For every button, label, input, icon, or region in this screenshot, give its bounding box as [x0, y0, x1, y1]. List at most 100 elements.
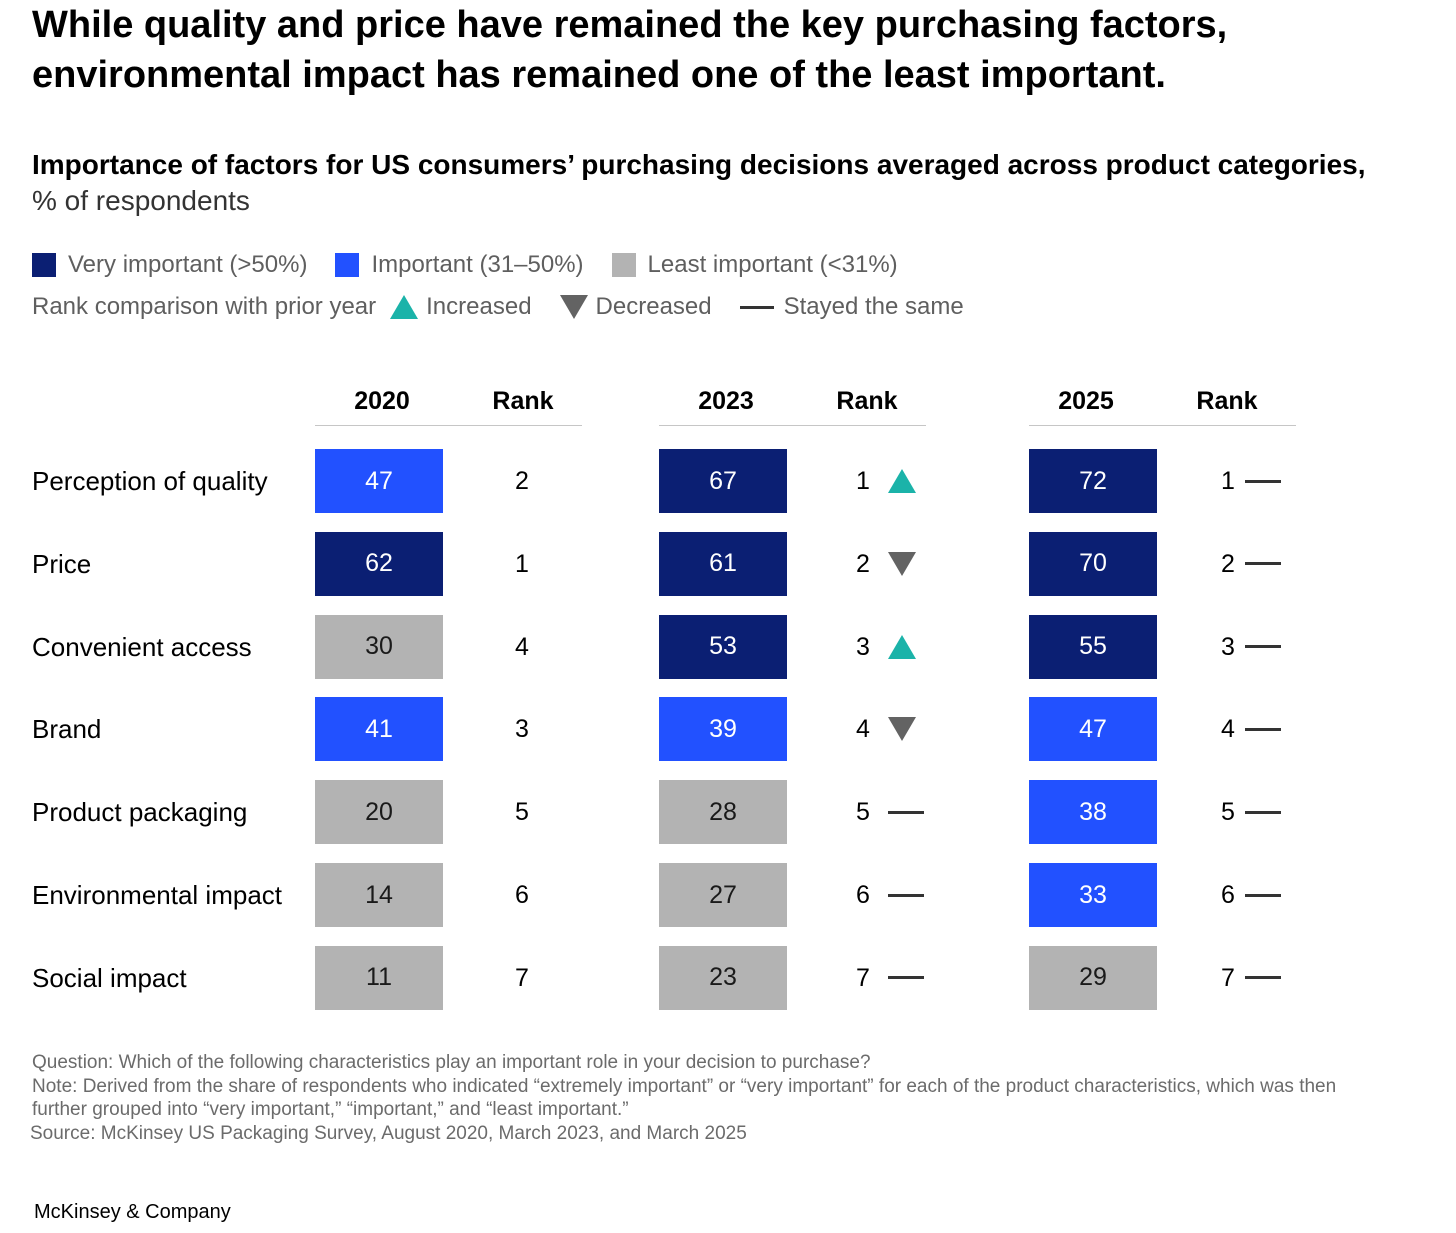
- rank-value: 4: [856, 715, 870, 744]
- rank-value: 6: [515, 881, 529, 909]
- triangle-up-icon: [390, 295, 419, 319]
- value-cell: 62: [315, 531, 443, 596]
- dash-icon: [1245, 727, 1281, 731]
- rank-change: [1245, 863, 1281, 927]
- rank-header: Rank: [836, 387, 898, 415]
- rank-value: 6: [1221, 881, 1235, 909]
- value-cell: 29: [1029, 945, 1157, 1010]
- rank-value: 2: [856, 549, 870, 578]
- legend-label-same: Stayed the same: [783, 293, 964, 320]
- rank-legend-title: Rank comparison with prior year: [32, 293, 377, 320]
- legend-item-increased: Increased: [390, 293, 532, 321]
- row-label: Product packaging: [32, 797, 248, 828]
- value-cell: 27: [659, 863, 787, 927]
- dash-icon: [1245, 976, 1281, 980]
- rank-change: [888, 780, 924, 844]
- dash-icon: [1245, 562, 1281, 566]
- rank-value: 7: [515, 963, 529, 992]
- rank-change: [1245, 449, 1281, 513]
- value-cell: 55: [1029, 614, 1157, 679]
- row-label: Brand: [32, 714, 102, 745]
- row-label: Environmental impact: [32, 880, 282, 910]
- dash-icon: [1245, 810, 1281, 814]
- rank-value: 3: [515, 715, 529, 744]
- legend-swatch-important: [335, 253, 360, 277]
- triangle-down-icon: [888, 551, 916, 576]
- value-cell: 39: [659, 697, 787, 762]
- legend-label-least-important: Least important (<31%): [647, 251, 898, 278]
- header-rule: [315, 425, 582, 426]
- dash-icon: [888, 976, 924, 980]
- value-cell: 72: [1029, 449, 1157, 513]
- legend-label-decreased: Decreased: [595, 293, 712, 320]
- rank-value: 4: [515, 632, 529, 661]
- value-cell: 70: [1029, 531, 1157, 596]
- legend-swatch-very-important: [32, 253, 56, 277]
- legend-swatch-least-important: [611, 253, 636, 277]
- row-label: Perception of quality: [32, 466, 268, 496]
- rank-value: 1: [1221, 467, 1235, 495]
- row-label: Convenient access: [32, 631, 252, 662]
- rank-change: [1245, 697, 1281, 761]
- rank-change: [1245, 780, 1281, 844]
- year-header: 2020: [354, 387, 410, 415]
- legend-label-increased: Increased: [426, 293, 532, 320]
- dash-icon: [739, 305, 774, 309]
- footnotes: Question: Which of the following charact…: [30, 1051, 1432, 1145]
- rank-value: 3: [856, 632, 870, 661]
- rank-value: 5: [515, 798, 529, 827]
- value-cell: 61: [659, 531, 787, 596]
- rank-legend: Rank comparison with prior year Increase…: [32, 293, 992, 321]
- value-cell: 47: [315, 449, 443, 513]
- brand-logo: McKinsey & Company: [34, 1201, 231, 1223]
- header-rule: [1029, 425, 1296, 426]
- rank-header: Rank: [492, 387, 554, 415]
- rank-change: [1245, 615, 1281, 679]
- chart-unit: % of respondents: [32, 185, 250, 216]
- rank-value: 7: [1221, 963, 1235, 992]
- footnote-question: Question: Which of the following charact…: [32, 1052, 871, 1073]
- dash-icon: [1245, 479, 1281, 483]
- rank-change: [1245, 532, 1281, 596]
- rank-value: 5: [1221, 798, 1235, 827]
- value-cell: 67: [659, 449, 787, 513]
- dash-icon: [1245, 893, 1281, 897]
- row-label: Social impact: [32, 962, 187, 993]
- value-cell: 53: [659, 614, 787, 679]
- footnote-note-2: further grouped into “very important,” “…: [32, 1099, 629, 1120]
- headline-line-1: While quality and price have remained th…: [32, 4, 1228, 46]
- rank-value: 3: [1221, 632, 1235, 661]
- rank-change: [888, 615, 916, 679]
- row-label: Price: [32, 548, 92, 579]
- rank-change: [888, 697, 916, 761]
- importance-legend: Very important (>50%) Important (31–50%)…: [32, 251, 926, 279]
- rank-value: 2: [1221, 549, 1235, 578]
- rank-change: [888, 532, 916, 596]
- rank-change: [888, 449, 916, 513]
- legend-label-important: Important (31–50%): [371, 251, 584, 278]
- value-cell: 30: [315, 614, 443, 679]
- year-header: 2025: [1058, 387, 1114, 415]
- legend-item-least-important: Least important (<31%): [611, 251, 898, 279]
- rank-value: 1: [515, 549, 529, 578]
- rank-value: 1: [856, 467, 870, 495]
- legend-item-decreased: Decreased: [559, 293, 712, 321]
- value-cell: 28: [659, 780, 787, 845]
- value-cell: 47: [1029, 697, 1157, 762]
- value-cell: 11: [315, 945, 443, 1010]
- footnote-source: Source: McKinsey US Packaging Survey, Au…: [30, 1122, 747, 1144]
- triangle-down-icon: [559, 295, 588, 319]
- legend-label-very-important: Very important (>50%): [68, 251, 308, 278]
- value-cell: 38: [1029, 780, 1157, 845]
- value-cell: 41: [315, 697, 443, 762]
- rank-change: [888, 946, 924, 1010]
- value-cell: 23: [659, 945, 787, 1010]
- rank-value: 4: [1221, 715, 1235, 744]
- headline: While quality and price have remained th…: [32, 0, 1422, 100]
- rank-header: Rank: [1196, 387, 1258, 415]
- legend-item-same: Stayed the same: [739, 293, 964, 321]
- value-cell: 33: [1029, 863, 1157, 927]
- rank-value: 6: [856, 881, 870, 909]
- triangle-down-icon: [888, 717, 916, 742]
- triangle-up-icon: [888, 469, 916, 493]
